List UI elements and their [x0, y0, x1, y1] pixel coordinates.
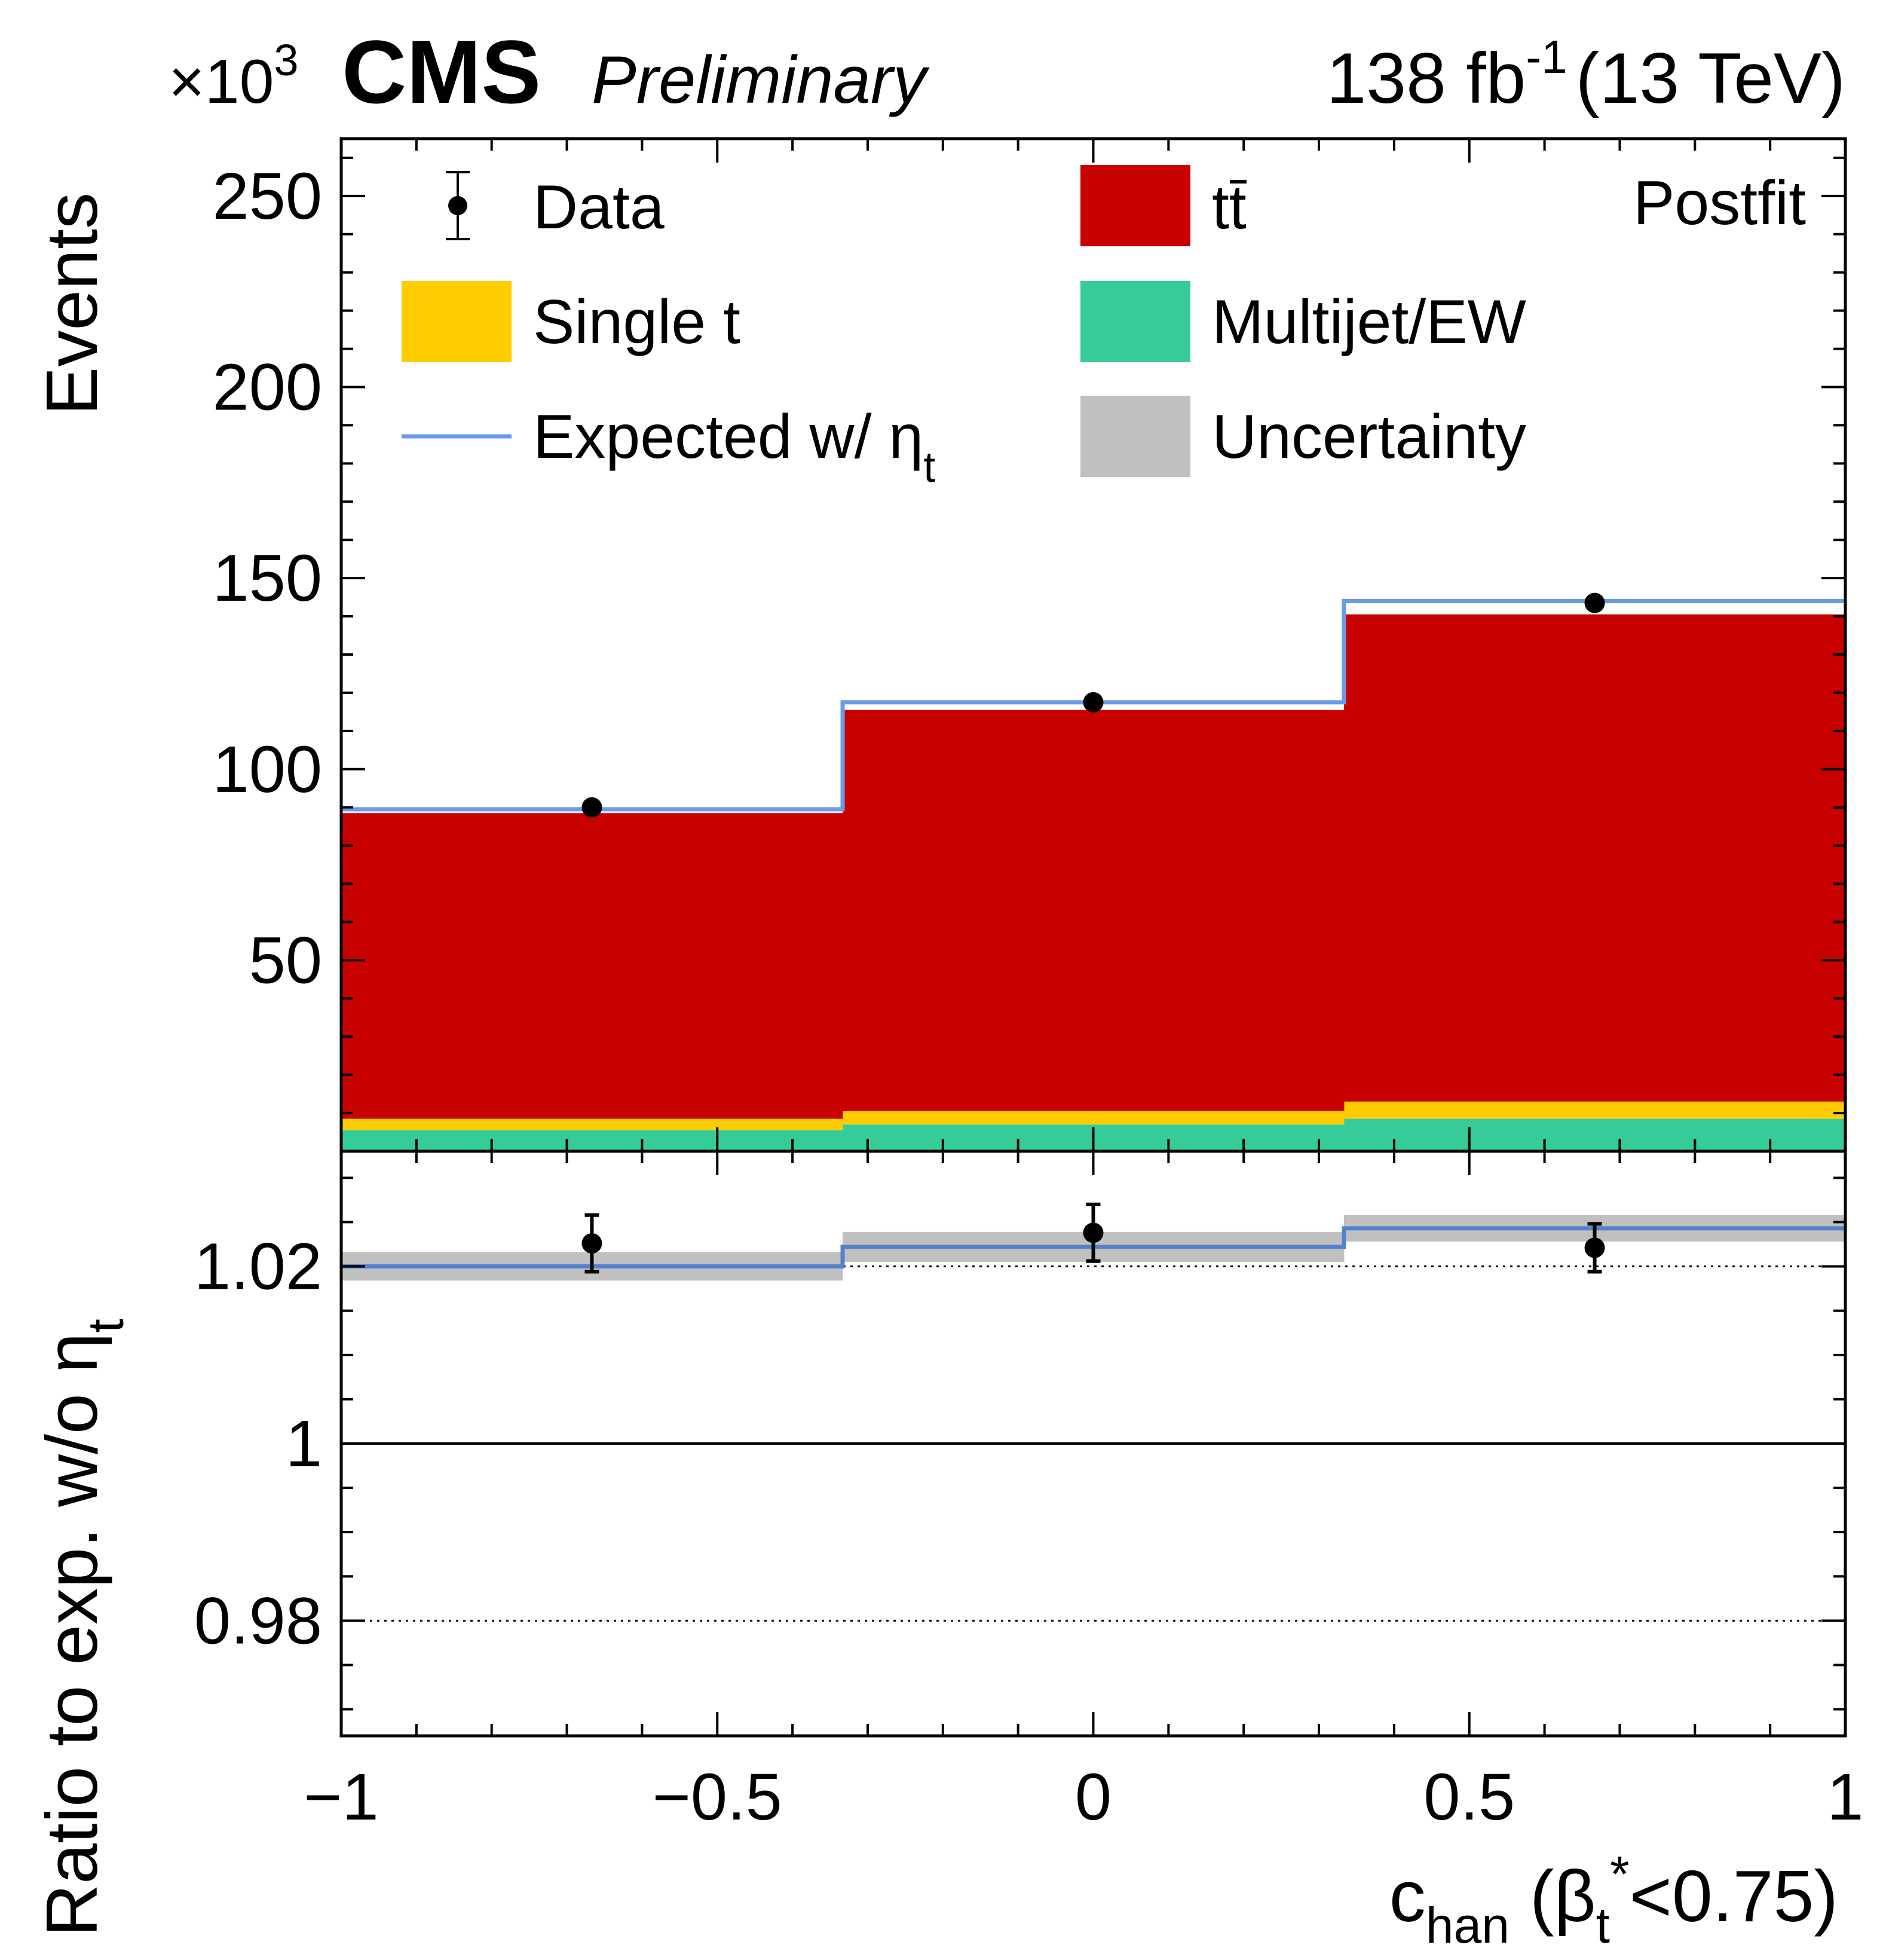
y-tick-label-top-50: 50 [249, 924, 322, 997]
stack-bar-single-t-bin-2 [1343, 1101, 1846, 1119]
stack-bar-multijet-ew-bin-0 [341, 1130, 843, 1151]
y-axis-title-top: Events [31, 192, 112, 415]
legend-multijet: Multijet/EW [1080, 281, 1526, 362]
preliminary-label: Preliminary [592, 42, 930, 117]
y-tick-label-bottom-1: 1 [286, 1407, 322, 1481]
data-point-top-0 [581, 797, 602, 818]
legend-ttbar: tt [1080, 165, 1247, 246]
legend-uncertainty-label: Uncertainty [1212, 402, 1526, 472]
stack-bar-single-t-bin-0 [341, 1118, 843, 1130]
postfit-label: Postfit [1633, 169, 1806, 238]
y-tick-label-bottom-0.98: 0.98 [194, 1584, 322, 1658]
x-tick-label-0.5: 0.5 [1423, 1760, 1515, 1834]
legend-expected: Expected w/ ηt [402, 402, 935, 491]
multiplier-label: ×103 [169, 35, 299, 117]
legend-single-t-label: Single t [533, 288, 740, 357]
x-tick-label-0: 0 [1075, 1760, 1112, 1834]
x-tick-label-1: 1 [1827, 1760, 1863, 1834]
stack-bar-tt--bin-0 [341, 813, 843, 1119]
x-axis-title: chan (βt*<0.75) [1389, 1846, 1838, 1953]
legend-uncertainty: Uncertainty [1080, 396, 1526, 477]
y-axis-title-bottom: Ratio to exp. w/o ηt [31, 1319, 134, 1937]
legend-uncertainty-swatch [1080, 396, 1190, 477]
stack-bar-multijet-ew-bin-2 [1343, 1118, 1846, 1151]
legend-ttbar-label: tt [1212, 173, 1247, 242]
stack-bar-single-t-bin-1 [843, 1111, 1345, 1125]
x-tick-label-−1: −1 [304, 1760, 378, 1834]
legend-expected-label: Expected w/ ηt [533, 402, 935, 491]
y-tick-label-top-200: 200 [212, 351, 322, 424]
legend-data-label: Data [533, 173, 665, 242]
cms-label: CMS [342, 22, 541, 122]
legend: Data Single t Expected w/ ηt tt Multijet… [402, 165, 1526, 491]
y-tick-label-top-250: 250 [212, 160, 322, 233]
x-tick-label-−0.5: −0.5 [653, 1760, 782, 1834]
legend-multijet-swatch [1080, 281, 1190, 362]
legend-single-t-swatch [402, 281, 512, 362]
ratio-data-point-1 [1083, 1222, 1104, 1243]
y-tick-label-bottom-1.02: 1.02 [194, 1230, 322, 1304]
stack-bar-tt--bin-2 [1343, 614, 1846, 1102]
y-tick-label-top-150: 150 [212, 542, 322, 615]
lumi-label: 138 fb-1 (13 TeV) [1327, 30, 1845, 118]
legend-ttbar-swatch [1080, 165, 1190, 246]
y-tick-label-top-100: 100 [212, 733, 322, 806]
legend-single-t: Single t [402, 281, 740, 362]
stack-bar-tt--bin-1 [843, 710, 1345, 1111]
data-point-top-2 [1584, 592, 1605, 613]
ratio-data-point-0 [581, 1233, 602, 1254]
fills-layer [341, 614, 1846, 1281]
data-point-top-1 [1083, 692, 1104, 713]
legend-multijet-label: Multijet/EW [1212, 288, 1526, 357]
ratio-data-point-2 [1584, 1237, 1605, 1258]
legend-data: Data [446, 171, 665, 242]
data-points-layer [581, 592, 1605, 1274]
